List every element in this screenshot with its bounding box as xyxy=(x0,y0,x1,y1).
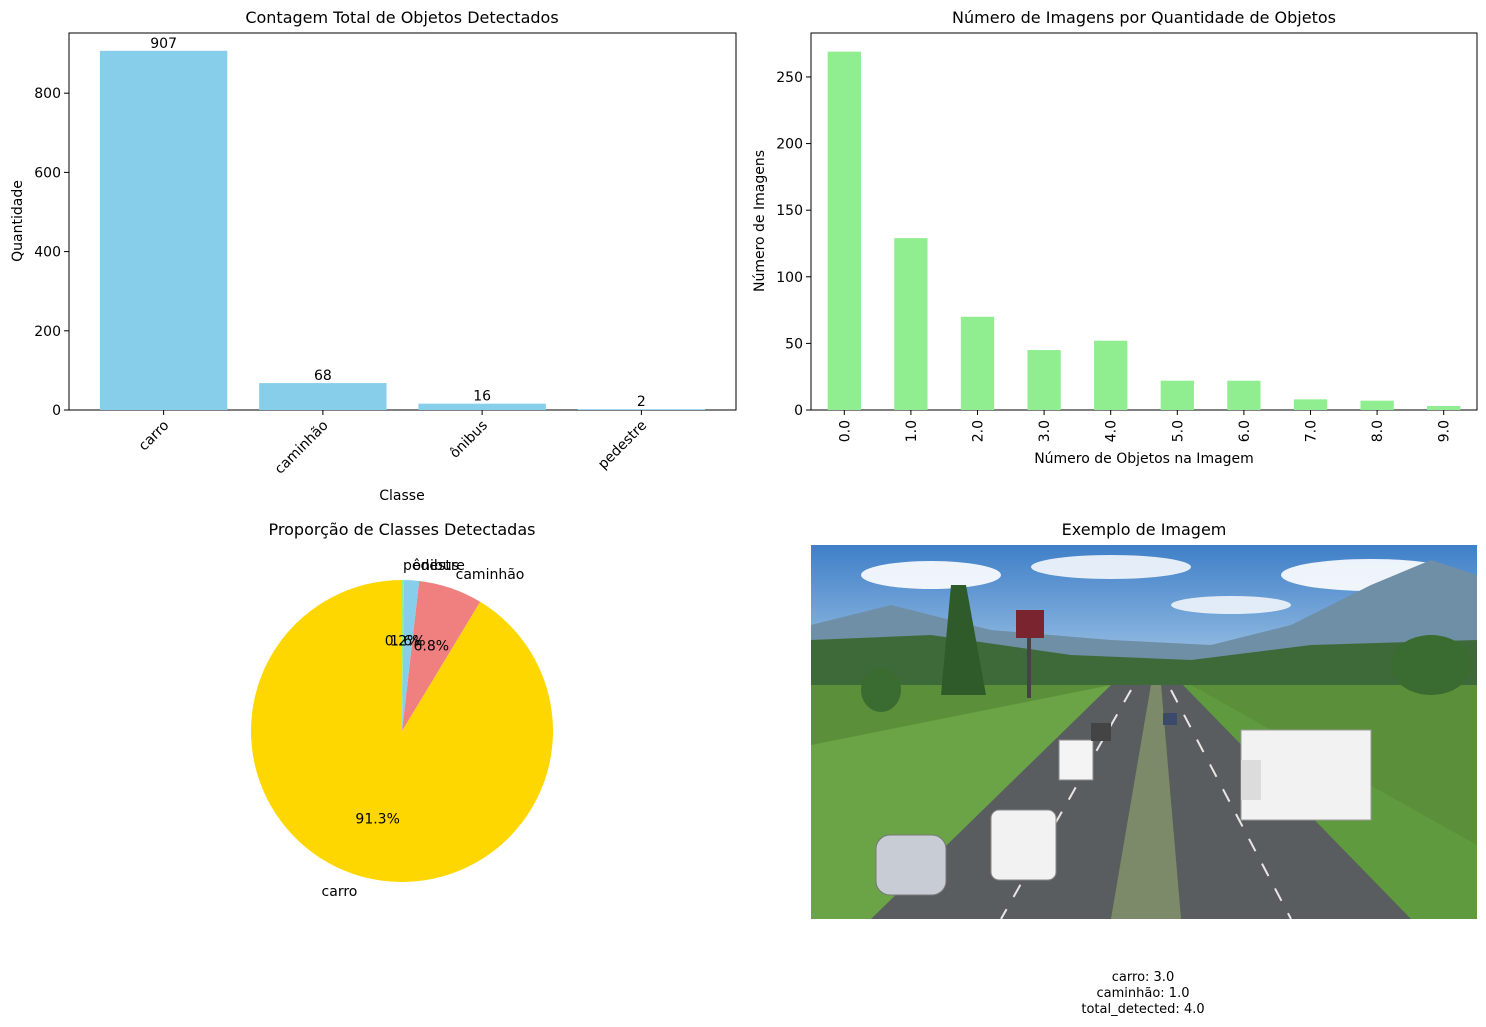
chart1-xlabel: Classe xyxy=(379,488,424,504)
chart2-ylabel: Número de Imagens xyxy=(752,150,768,292)
chart2-bar xyxy=(1293,399,1328,410)
chart3-pct-label: 91.3% xyxy=(355,811,399,827)
chart2-x-tick-label: 3.0 xyxy=(1037,420,1053,442)
chart2-y-tick-label: 250 xyxy=(776,70,803,86)
chart1-bar xyxy=(259,383,387,410)
caption-line-caminhao: caminhão: 1.0 xyxy=(1096,986,1190,1001)
caption-line-total: total_detected: 4.0 xyxy=(1081,1002,1205,1017)
chart3-slice-label: ônibus xyxy=(413,558,459,574)
chart2-axes-frame xyxy=(810,32,1478,411)
chart2-bar xyxy=(1360,400,1394,410)
chart2-y-tick-label: 100 xyxy=(776,270,803,286)
chart1-y-tick-label: 800 xyxy=(34,86,61,102)
chart3-pct-label: 0.2% xyxy=(385,633,421,649)
chart3-slice xyxy=(402,580,404,731)
chart2-x-tick-label: 0.0 xyxy=(837,420,853,442)
chart3-slice-label: caminhão xyxy=(456,567,525,583)
chart2-x-tick-label: 9.0 xyxy=(1437,420,1453,442)
chart1-x-tick-label: carro xyxy=(136,418,173,455)
chart2-title: Número de Imagens por Quantidade de Obje… xyxy=(952,8,1336,27)
chart2-x-tick-label: 7.0 xyxy=(1304,420,1320,442)
chart-images-per-count: Número de Imagens por Quantidade de Obje… xyxy=(752,8,1478,467)
chart1-bar xyxy=(577,409,706,410)
chart3-title: Proporção de Classes Detectadas xyxy=(269,520,536,539)
chart2-x-tick-label: 4.0 xyxy=(1104,420,1120,442)
chart2-bar xyxy=(1427,406,1461,410)
chart3-slice-label: pedestre xyxy=(403,558,465,574)
chart1-data-label: 16 xyxy=(473,389,491,405)
chart3-slice xyxy=(402,580,481,731)
chart2-bar xyxy=(960,316,995,410)
chart2-bar xyxy=(1227,380,1261,410)
chart2-bar xyxy=(1027,350,1061,410)
chart1-bar xyxy=(99,50,228,411)
chart2-y-tick-label: 200 xyxy=(776,137,803,153)
chart1-title: Contagem Total de Objetos Detectados xyxy=(245,8,558,27)
chart1-y-tick-label: 400 xyxy=(34,245,61,261)
chart2-y-tick-label: 0 xyxy=(794,403,803,419)
chart1-data-label: 2 xyxy=(637,394,646,410)
chart3-pct-label: 1.6% xyxy=(390,634,426,650)
chart1-ylabel: Quantidade xyxy=(10,180,26,262)
chart1-y-tick-label: 0 xyxy=(52,403,61,419)
caption-line-carro: carro: 3.0 xyxy=(1111,970,1175,985)
chart2-xlabel: Número de Objetos na Imagem xyxy=(1034,451,1254,467)
chart3-pct-label: 6.8% xyxy=(413,638,449,654)
chart1-x-tick-label: ônibus xyxy=(447,418,491,462)
chart1-x-tick-label: pedestre xyxy=(595,418,650,473)
image-panel-title: Exemplo de Imagem xyxy=(1062,520,1227,539)
chart1-bar xyxy=(418,403,546,410)
chart-class-proportion: Proporção de Classes Detectadas carro 91.… xyxy=(251,520,554,900)
chart-object-count: Contagem Total de Objetos Detectados 907… xyxy=(10,8,737,504)
chart3-slice-label: carro xyxy=(322,884,358,900)
chart1-x-tick-label: caminhão xyxy=(272,418,332,478)
chart2-x-tick-label: 5.0 xyxy=(1170,420,1186,442)
chart1-data-label: 907 xyxy=(150,36,177,52)
chart3-slice xyxy=(251,580,554,882)
chart2-x-tick-label: 1.0 xyxy=(904,420,920,442)
chart1-y-tick-label: 200 xyxy=(34,324,61,340)
chart2-x-tick-label: 2.0 xyxy=(971,420,987,442)
chart1-data-label: 68 xyxy=(314,368,332,384)
chart2-x-tick-label: 8.0 xyxy=(1370,420,1386,442)
chart3-slice xyxy=(402,580,420,731)
chart2-bar xyxy=(1160,380,1194,410)
chart2-bar xyxy=(827,51,861,410)
chart2-y-tick-label: 50 xyxy=(785,336,803,352)
chart1-y-tick-label: 600 xyxy=(34,165,61,181)
example-highway-image xyxy=(811,545,1477,919)
chart1-axes-frame xyxy=(68,32,737,411)
image-caption: carro: 3.0 caminhão: 1.0 total_detected:… xyxy=(1000,970,1286,1018)
chart2-x-tick-label: 6.0 xyxy=(1237,420,1253,442)
chart2-bar xyxy=(1094,340,1128,410)
chart2-bar xyxy=(894,238,928,410)
chart2-y-tick-label: 150 xyxy=(776,203,803,219)
